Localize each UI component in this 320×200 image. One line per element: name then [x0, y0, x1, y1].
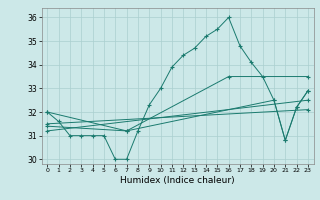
X-axis label: Humidex (Indice chaleur): Humidex (Indice chaleur): [120, 176, 235, 185]
